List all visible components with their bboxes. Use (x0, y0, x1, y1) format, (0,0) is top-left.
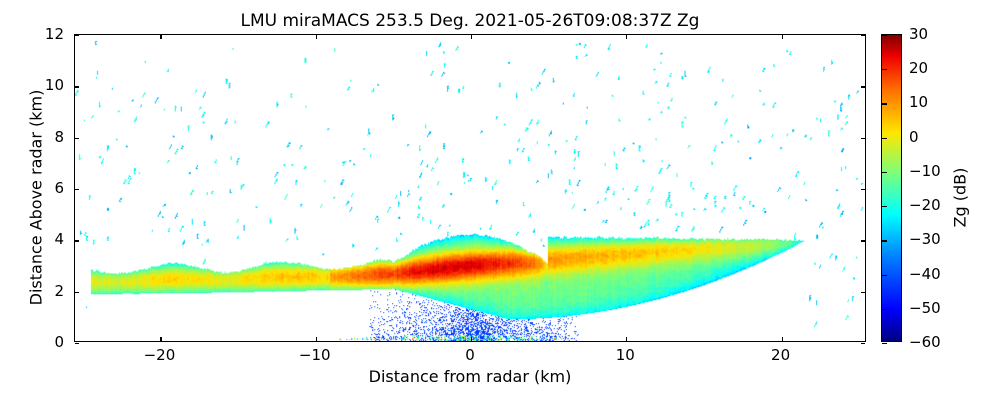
x-tick (781, 337, 783, 341)
colorbar-tick (882, 35, 887, 37)
y-tick (75, 291, 79, 293)
y-tick (75, 137, 79, 139)
x-tick-label: 0 (465, 346, 475, 364)
y-tick-label: 4 (54, 230, 64, 249)
y-tick-label: 0 (54, 333, 64, 351)
radar-reflectivity-heatmap (75, 35, 865, 341)
x-tick (315, 35, 317, 39)
y-tick (75, 86, 79, 88)
colorbar-tick-label: −20 (909, 196, 941, 215)
y-tick (861, 35, 865, 37)
y-tick-label: 12 (44, 25, 64, 43)
x-tick-label: −10 (298, 346, 331, 364)
x-tick (781, 35, 783, 39)
x-tick (626, 337, 628, 341)
colorbar-tick-label: −30 (909, 230, 941, 249)
y-tick-label: 2 (54, 281, 64, 300)
colorbar (881, 34, 902, 345)
y-tick (75, 240, 79, 242)
colorbar-tick (882, 137, 887, 139)
x-tick-label: 10 (615, 346, 635, 364)
colorbar-tick-label: −60 (909, 333, 941, 351)
y-tick-label: 10 (44, 76, 64, 95)
colorbar-tick (882, 69, 887, 71)
colorbar-tick-label: 0 (909, 127, 919, 146)
page-title: LMU miraMACS 253.5 Deg. 2021-05-26T09:08… (240, 11, 700, 31)
colorbar-title: Zg (dB) (950, 167, 970, 228)
y-tick (861, 291, 865, 293)
colorbar-tick (882, 171, 887, 174)
colorbar-tick-label: 10 (909, 93, 929, 112)
colorbar-tick (882, 343, 887, 345)
colorbar-tick (882, 240, 887, 242)
y-tick (75, 35, 79, 37)
y-tick-label: 6 (54, 179, 64, 197)
colorbar-tick-label: 20 (909, 59, 929, 78)
x-tick-label: 20 (771, 346, 791, 364)
colorbar-tick-label: 30 (909, 25, 929, 43)
y-tick (861, 343, 865, 345)
y-tick-label: 8 (54, 127, 64, 146)
x-tick (471, 35, 473, 39)
x-tick (315, 337, 317, 341)
y-tick (861, 86, 865, 88)
colorbar-tick-label: −40 (909, 264, 941, 283)
colorbar-tick (882, 206, 887, 208)
plot-area[interactable] (74, 34, 866, 345)
y-tick (861, 137, 865, 139)
y-tick (75, 343, 79, 345)
x-tick (626, 35, 628, 39)
x-tick (160, 35, 162, 39)
colorbar-tick (882, 274, 887, 276)
colorbar-tick (882, 103, 887, 105)
y-tick (861, 189, 865, 191)
colorbar-tick-label: −50 (909, 298, 941, 317)
x-tick (471, 337, 473, 341)
x-tick (160, 337, 162, 341)
colorbar-tick-label: −10 (909, 161, 941, 180)
colorbar-tick (882, 308, 887, 310)
y-tick (75, 189, 79, 191)
x-axis-title: Distance from radar (km) (368, 367, 572, 386)
y-tick (861, 240, 865, 242)
y-axis-title: Distance Above radar (km) (26, 89, 46, 306)
x-tick-label: −20 (143, 346, 176, 364)
